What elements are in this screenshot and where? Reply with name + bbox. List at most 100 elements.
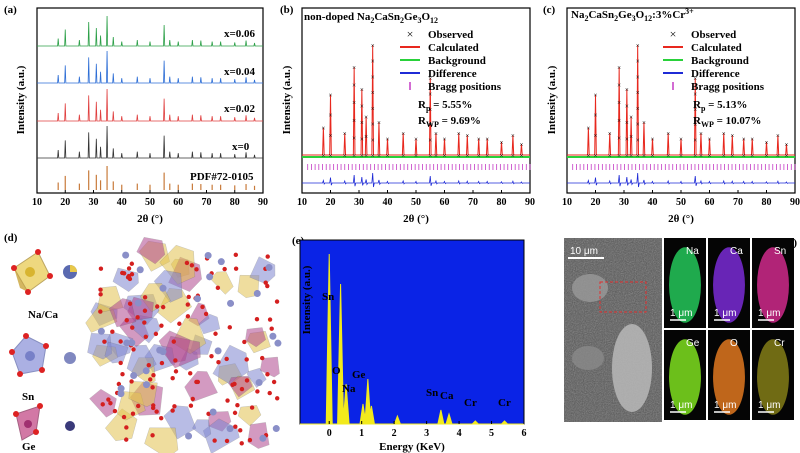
map-particle xyxy=(757,247,789,323)
map-scale-label: 1 μm xyxy=(670,308,692,319)
oxygen-atom xyxy=(233,252,239,258)
oxygen-atom xyxy=(269,326,274,331)
oxygen-atom xyxy=(224,438,230,444)
x-tick-label: 20 xyxy=(326,197,336,208)
observed-point: × xyxy=(776,152,780,160)
observed-point: × xyxy=(625,103,629,111)
observed-point: × xyxy=(414,136,418,144)
map-scale-label: 1 μm xyxy=(758,400,780,411)
observed-point: × xyxy=(594,92,598,100)
ge-tetrahedron-icon xyxy=(13,403,43,441)
observed-point: × xyxy=(329,92,333,100)
eds-peaks xyxy=(300,253,524,425)
x-tick-label: 30 xyxy=(619,197,629,208)
oxygen-atom xyxy=(100,402,105,407)
oxygen-atom xyxy=(150,405,156,411)
oxygen-atom xyxy=(102,339,107,344)
observed-point: × xyxy=(693,90,697,98)
oxygen-atom xyxy=(124,425,129,430)
x-tick-label: 3 xyxy=(424,428,429,439)
oxygen-atom xyxy=(150,433,155,438)
oxygen-atom xyxy=(209,353,214,359)
polyhedron xyxy=(184,371,218,403)
oxygen-atom xyxy=(190,396,195,402)
sem-particle xyxy=(612,324,652,412)
x-tick-label: 40 xyxy=(648,197,658,208)
x-tick-label: 90 xyxy=(525,197,535,208)
oxygen-atom xyxy=(244,378,250,383)
x-tick-label: 80 xyxy=(762,197,772,208)
oxygen-atom xyxy=(106,397,111,402)
oxygen-atom xyxy=(275,396,280,401)
map-label: Ca xyxy=(730,246,743,257)
panel-letter-d: (d) xyxy=(4,232,18,244)
observed-point: × xyxy=(642,119,646,127)
oxygen-atom xyxy=(148,377,153,382)
observed-point: × xyxy=(386,136,390,144)
observed-point: × xyxy=(465,152,469,160)
x-tick-label: 30 xyxy=(89,197,99,208)
metal-atom xyxy=(227,299,235,307)
oxygen-atom xyxy=(120,270,125,276)
observed-point: × xyxy=(477,152,481,160)
observed-point: × xyxy=(377,152,381,160)
observed-point: × xyxy=(722,152,726,160)
observed-point: × xyxy=(500,139,504,147)
oxygen-atom xyxy=(267,317,273,322)
oxygen-atom xyxy=(154,409,159,414)
observed-point: × xyxy=(465,132,469,140)
rwp-value: RWP = 10.07% xyxy=(693,115,761,129)
oxygen-atom xyxy=(142,295,148,300)
metal-atom xyxy=(142,367,150,375)
x-tick-label: 6 xyxy=(522,428,527,439)
oxygen-atom xyxy=(120,372,125,377)
observed-point: × xyxy=(428,152,432,160)
observed-point: × xyxy=(485,152,489,160)
polyhedron xyxy=(192,419,212,439)
oxygen-atom xyxy=(170,376,175,381)
oxygen-atom xyxy=(129,379,134,384)
metal-atom xyxy=(159,284,167,292)
oxygen-atom xyxy=(159,360,165,366)
oxygen-atom xyxy=(267,390,272,396)
selection-box xyxy=(599,281,647,313)
oxygen-atom xyxy=(233,266,239,271)
metal-atom xyxy=(217,258,225,266)
oxygen-atom xyxy=(108,401,113,406)
metal-atom xyxy=(123,339,131,347)
observed-point: × xyxy=(360,136,364,144)
polyhedron xyxy=(245,327,266,348)
map-label: O xyxy=(730,338,738,349)
metal-atom xyxy=(117,385,125,393)
eds-plot-bg xyxy=(299,239,525,425)
observed-point: × xyxy=(730,132,734,140)
observed-point: × xyxy=(414,152,418,160)
oxygen-atom xyxy=(230,382,235,388)
oxygen-atom xyxy=(239,386,245,392)
observed-point: × xyxy=(434,152,438,160)
observed-point: × xyxy=(321,152,325,160)
observed-point: × xyxy=(428,137,432,145)
y-axis-label: Intensity (a.u.) xyxy=(301,265,313,334)
oxygen-atom xyxy=(239,441,244,446)
oxygen-atom xyxy=(171,339,176,344)
observed-point: × xyxy=(693,137,697,145)
oxygen-atom xyxy=(125,275,131,280)
oxygen-atom xyxy=(247,437,253,443)
calculated-line xyxy=(302,44,530,156)
observed-point: × xyxy=(352,82,356,90)
map-label: Ge xyxy=(686,338,700,349)
metal-atom xyxy=(142,381,150,389)
oxygen-atom xyxy=(185,302,191,307)
oxygen-atom xyxy=(195,379,201,385)
panel-letter-c: (c) xyxy=(543,4,556,16)
metal-atom xyxy=(253,290,261,298)
observed-point: × xyxy=(617,117,621,125)
observed-point: × xyxy=(629,152,633,160)
legend-observed-icon: × xyxy=(670,27,677,41)
oxygen-atom xyxy=(143,334,149,339)
polyhedron xyxy=(136,237,166,265)
metal-atom xyxy=(259,434,267,442)
difference-line xyxy=(302,172,530,188)
polyhedron xyxy=(210,271,234,295)
